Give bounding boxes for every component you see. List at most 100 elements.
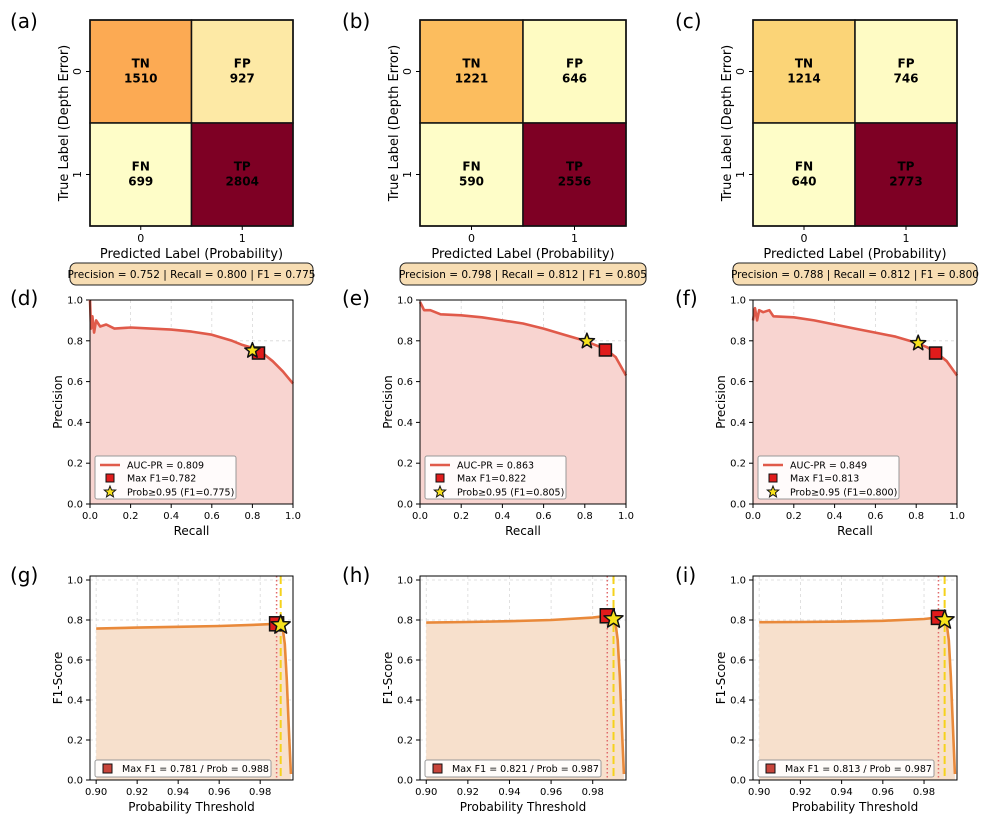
x-tick-label: 0.0	[412, 511, 428, 522]
prob-star-marker	[244, 341, 261, 358]
x-axis-label: Recall	[174, 524, 210, 538]
cell-value: 640	[791, 175, 816, 189]
f1-area	[426, 615, 624, 780]
summary-text: Precision = 0.752 | Recall = 0.800 | F1 …	[68, 269, 316, 281]
y-tick-label: 0.4	[67, 418, 83, 429]
x-tick-label: 0.2	[123, 511, 139, 522]
legend-star-swatch	[766, 484, 780, 499]
legend-entry: Max F1 = 0.813 / Prob = 0.987	[785, 764, 932, 775]
y-tick-label: 0.2	[730, 736, 746, 747]
x-tick-label: 0.90	[415, 787, 437, 798]
legend-entry: Max F1=0.822	[457, 474, 526, 485]
y-tick-label: 0.0	[397, 776, 413, 787]
x-tick-label: 0.90	[85, 787, 107, 798]
x-axis-label: Recall	[505, 524, 541, 538]
cell-label: TP	[898, 160, 915, 174]
x-tick-label: 0.6	[867, 511, 883, 522]
cell-label: FN	[462, 160, 480, 174]
y-tick-label: 1	[734, 171, 747, 178]
x-tick-label: 0.92	[789, 787, 811, 798]
y-axis-label: Precision	[714, 375, 728, 429]
cell-value: 1221	[455, 72, 488, 86]
legend-box	[757, 455, 900, 500]
legend-box	[424, 455, 567, 500]
matrix-frame	[89, 19, 294, 227]
pr-curve	[751, 306, 959, 377]
x-tick-label: 0.94	[167, 787, 189, 798]
panel-label: (d)	[10, 286, 38, 310]
cell-tn	[89, 19, 193, 124]
legend-entry: AUC-PR = 0.863	[457, 461, 534, 472]
legend-box	[757, 759, 935, 778]
y-tick-label: 0.8	[67, 616, 83, 627]
cell-label: FP	[234, 57, 251, 71]
y-axis-label: True Label (Depth Error)	[387, 45, 402, 203]
x-tick-label: 0.98	[582, 787, 604, 798]
y-tick-label: 0.2	[67, 459, 83, 470]
panel-d: (d) 0.0 0.2 0.4 0.6 0.8 1.0 0.0 0.2 0.4 0.6 0.8 1.0 R…	[10, 286, 301, 538]
legend-square-swatch	[765, 763, 776, 774]
max-f1-marker	[928, 346, 943, 360]
prob-star-marker	[270, 614, 291, 634]
pr-area	[420, 302, 626, 504]
y-tick-label: 0.4	[67, 696, 83, 707]
prob-star-marker	[603, 608, 624, 628]
y-axis-label: True Label (Depth Error)	[57, 45, 72, 203]
cell-label: TN	[462, 57, 480, 71]
x-tick-label: 0.94	[498, 787, 520, 798]
cell-value: 590	[459, 175, 484, 189]
x-tick-label: 0.96	[208, 787, 230, 798]
x-tick-label: 0.98	[913, 787, 935, 798]
y-tick-label: 0.8	[730, 336, 746, 347]
cell-label: FN	[795, 160, 813, 174]
y-tick-label: 0.8	[67, 336, 83, 347]
x-tick-label: 0.2	[786, 511, 802, 522]
x-axis-label: Predicted Label (Probability)	[763, 247, 946, 262]
cell-value: 2804	[226, 175, 259, 189]
x-axis-label: Predicted Label (Probability)	[431, 247, 614, 262]
y-tick-label: 1.0	[397, 576, 413, 587]
cell-value: 1214	[787, 72, 820, 86]
cell-label: FN	[132, 160, 150, 174]
panel-label: (e)	[342, 286, 370, 310]
x-tick-label: 1	[239, 232, 246, 245]
y-tick-label: 0.2	[730, 459, 746, 470]
x-tick-label: 1	[903, 232, 910, 245]
legend-entry: Max F1 = 0.821 / Prob = 0.987	[452, 764, 599, 775]
panel-label: (i)	[675, 563, 696, 587]
y-axis-label: F1-Score	[51, 652, 65, 704]
y-tick-label: 0.6	[67, 377, 83, 388]
legend-entry: Max F1 = 0.781 / Prob = 0.988	[122, 764, 269, 775]
x-tick-label: 0.94	[830, 787, 852, 798]
x-tick-label: 0.98	[249, 787, 271, 798]
cell-tn	[752, 19, 856, 124]
x-tick-label: 0.96	[540, 787, 562, 798]
x-axis-label: Predicted Label (Probability)	[100, 247, 283, 262]
cell-value: 699	[128, 175, 153, 189]
x-tick-label: 1.0	[949, 511, 965, 522]
axes-frame	[89, 299, 294, 505]
legend-square-swatch	[435, 473, 445, 483]
legend-entry: AUC-PR = 0.849	[790, 461, 867, 472]
panel-g: (g) 0.90 0.92 0.94 0.96 0.98 0.0 0.2 0.4 0.6 0.8 1.…	[10, 563, 294, 814]
cell-label: TP	[566, 160, 583, 174]
y-tick-label: 1.0	[397, 296, 413, 307]
panel-h: (h) 0.90 0.92 0.94 0.96 0.98 0.0 0.2 0.4 0.6 0.8 1.…	[342, 563, 627, 814]
legend-square-swatch	[768, 473, 778, 483]
pr-area	[753, 308, 957, 504]
y-tick-label: 0.8	[397, 336, 413, 347]
panel-label: (f)	[675, 286, 698, 310]
x-tick-label: 0.0	[82, 511, 98, 522]
x-tick-label: 0.96	[872, 787, 894, 798]
y-tick-label: 0.0	[67, 776, 83, 787]
y-tick-label: 0.2	[397, 459, 413, 470]
cell-value: 927	[230, 72, 255, 86]
x-tick-label: 0.6	[204, 511, 220, 522]
x-tick-label: 0.4	[163, 511, 179, 522]
f1-area	[759, 617, 955, 780]
x-axis-label: Probability Threshold	[792, 800, 918, 814]
x-tick-label: 0.2	[453, 511, 469, 522]
y-tick-label: 0.6	[397, 377, 413, 388]
